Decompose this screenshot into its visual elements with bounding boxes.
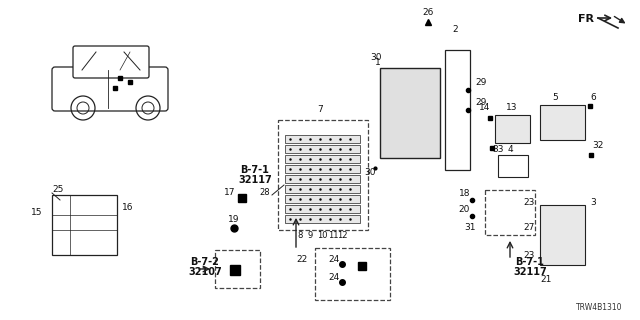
Bar [285, 195, 360, 203]
Text: 30: 30 [364, 168, 376, 177]
Text: 9: 9 [307, 231, 312, 240]
Text: 32107: 32107 [188, 267, 222, 277]
Text: 31: 31 [465, 223, 476, 232]
Bar [540, 205, 585, 265]
Text: 24: 24 [328, 273, 339, 282]
Text: 23: 23 [524, 198, 535, 207]
Text: B-7-2: B-7-2 [191, 257, 220, 267]
Text: 3: 3 [590, 198, 596, 207]
Bar [498, 155, 528, 177]
Bar [485, 190, 535, 235]
Text: 32: 32 [592, 141, 604, 150]
Text: 16: 16 [122, 203, 134, 212]
Text: 26: 26 [422, 8, 434, 17]
Bar [285, 165, 360, 173]
Bar [278, 120, 368, 230]
Text: 27: 27 [524, 223, 535, 232]
Text: 1: 1 [375, 58, 381, 67]
Bar [285, 215, 360, 223]
Text: 13: 13 [506, 103, 518, 112]
Text: B-7-1: B-7-1 [241, 165, 269, 175]
Text: 4: 4 [507, 145, 513, 154]
Text: 17: 17 [223, 188, 235, 197]
Text: 33: 33 [492, 145, 504, 154]
Text: 29: 29 [475, 98, 486, 107]
Bar [285, 155, 360, 163]
Bar [285, 205, 360, 213]
Bar [315, 248, 390, 300]
Text: TRW4B1310: TRW4B1310 [575, 303, 622, 312]
Text: 32117: 32117 [513, 267, 547, 277]
Text: B-7-1: B-7-1 [516, 257, 545, 267]
FancyBboxPatch shape [73, 46, 149, 78]
Text: 28: 28 [259, 188, 270, 197]
Text: FR: FR [578, 14, 594, 24]
Text: 14: 14 [479, 103, 490, 112]
FancyBboxPatch shape [52, 67, 168, 111]
Bar [52, 195, 117, 255]
Text: 15: 15 [31, 208, 42, 217]
Text: 12: 12 [337, 231, 348, 240]
Text: 18: 18 [458, 189, 470, 198]
Text: 2: 2 [452, 25, 458, 34]
Text: 19: 19 [228, 215, 240, 224]
Bar [285, 145, 360, 153]
Bar [380, 68, 440, 158]
Bar [285, 175, 360, 183]
Text: 24: 24 [328, 255, 339, 264]
Text: 23: 23 [524, 251, 535, 260]
Text: 30: 30 [370, 53, 381, 62]
Text: 11: 11 [328, 231, 339, 240]
Text: 5: 5 [552, 93, 558, 102]
Bar [285, 185, 360, 193]
Bar [215, 250, 260, 288]
Text: 21: 21 [540, 275, 552, 284]
FancyArrowPatch shape [614, 16, 625, 23]
Text: 10: 10 [317, 231, 327, 240]
Text: 32117: 32117 [238, 175, 272, 185]
Text: 29: 29 [475, 78, 486, 87]
Text: 25: 25 [52, 185, 63, 194]
Bar [285, 135, 360, 143]
Text: 22: 22 [297, 255, 308, 264]
Text: 8: 8 [298, 231, 303, 240]
Bar [495, 115, 530, 143]
Bar [540, 105, 585, 140]
Bar [445, 50, 470, 170]
Text: 20: 20 [459, 205, 470, 214]
Text: 7: 7 [317, 105, 323, 114]
Text: 6: 6 [590, 93, 596, 102]
